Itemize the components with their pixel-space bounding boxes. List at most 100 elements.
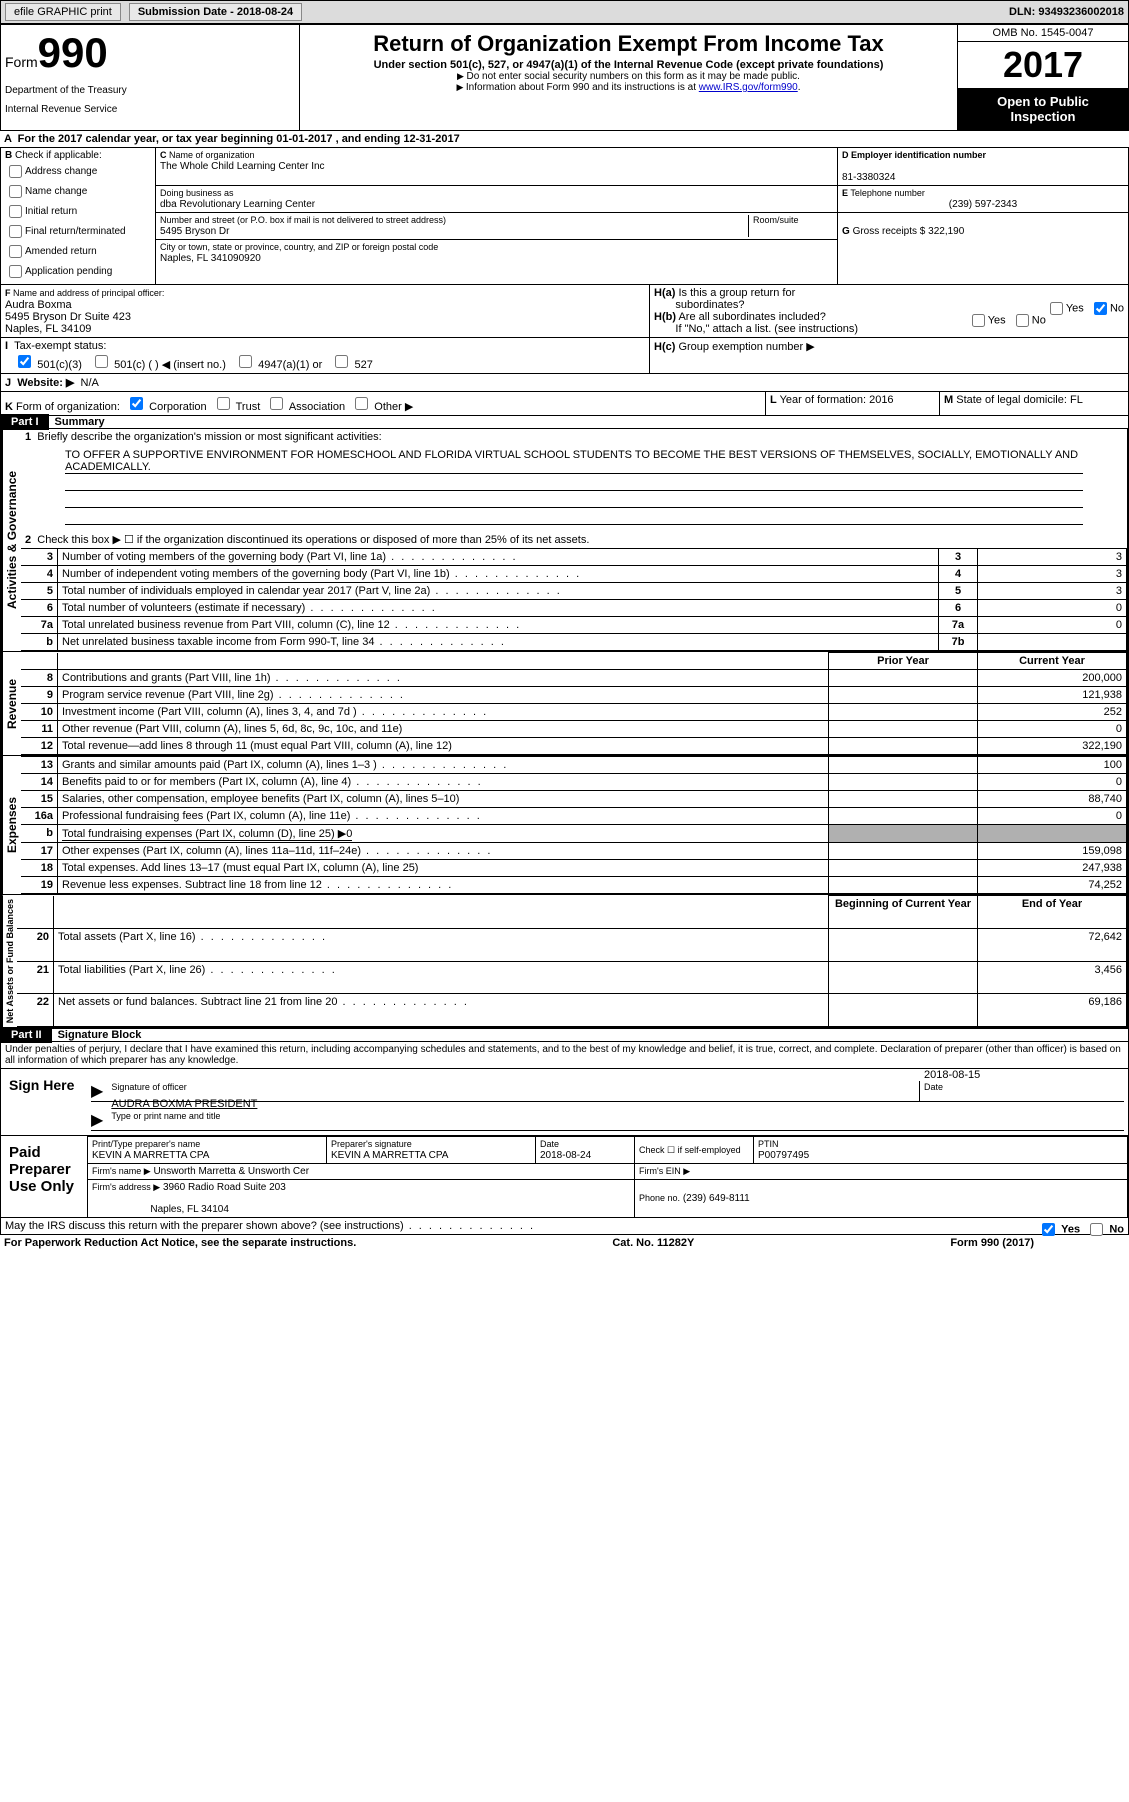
form-header: Form990 Department of the Treasury Inter…	[0, 24, 1129, 131]
efile-header: efile GRAPHIC print Submission Date - 20…	[0, 0, 1129, 24]
l1-label: Briefly describe the organization's miss…	[37, 431, 381, 443]
part2-title: Signature Block	[52, 1029, 142, 1041]
expenses-table: 13Grants and similar amounts paid (Part …	[21, 756, 1127, 894]
ha-yes[interactable]	[1050, 302, 1063, 315]
part2-header: Part II	[1, 1027, 52, 1043]
cb-assoc[interactable]	[270, 397, 283, 410]
preparer-name: KEVIN A MARRETTA CPA	[92, 1150, 209, 1161]
officer-label: Name and address of principal officer:	[13, 288, 164, 298]
omb-number: OMB No. 1545-0047	[958, 25, 1128, 42]
ha-no[interactable]	[1094, 302, 1107, 315]
website-label: Website: ▶	[17, 377, 74, 389]
activities-table: 3Number of voting members of the governi…	[21, 548, 1127, 651]
arrow-icon: ▶	[91, 1081, 103, 1101]
hb-note: If "No," attach a list. (see instruction…	[675, 323, 858, 335]
cb-initial-return[interactable]: Initial return	[5, 202, 151, 221]
date-label: Date	[924, 1082, 943, 1092]
footer-form: Form 990 (2017)	[950, 1237, 1034, 1249]
name-title-label: Type or print name and title	[111, 1111, 220, 1121]
note-ssn: Do not enter social security numbers on …	[304, 71, 953, 82]
mission-text: TO OFFER A SUPPORTIVE ENVIRONMENT FOR HO…	[65, 449, 1083, 474]
cb-amended[interactable]: Amended return	[5, 242, 151, 261]
cb-corp[interactable]	[130, 397, 143, 410]
section-activities: Activities & Governance	[2, 429, 21, 651]
cb-other[interactable]	[355, 397, 368, 410]
netassets-table: Beginning of Current YearEnd of Year 20T…	[17, 895, 1127, 1027]
cb-name-change[interactable]: Name change	[5, 182, 151, 201]
declaration: Under penalties of perjury, I declare th…	[1, 1042, 1128, 1068]
self-employed: Check ☐ if self-employed	[639, 1145, 741, 1155]
org-name: The Whole Child Learning Center Inc	[160, 161, 325, 172]
officer-name-title: AUDRA BOXMA PRESIDENT	[111, 1098, 1124, 1110]
firm-name: Unsworth Marretta & Unsworth Cer	[153, 1166, 309, 1177]
firm-ein-label: Firm's EIN ▶	[639, 1166, 690, 1176]
sign-here: Sign Here	[1, 1069, 87, 1135]
cb-501c3[interactable]	[18, 355, 31, 368]
hb-no[interactable]	[1016, 314, 1029, 327]
dln: DLN: 93493236002018	[1009, 6, 1124, 18]
form-org-label: Form of organization:	[16, 401, 120, 413]
ein-label: Employer identification number	[851, 150, 986, 160]
submission-date: Submission Date - 2018-08-24	[129, 3, 302, 21]
b-label: Check if applicable:	[15, 150, 102, 161]
telephone: (239) 597-2343	[842, 199, 1124, 210]
year-formation: 2016	[869, 394, 893, 406]
arrow-icon: ▶	[91, 1110, 103, 1130]
section-revenue: Revenue	[2, 652, 21, 755]
cb-4947[interactable]	[239, 355, 252, 368]
tax-year-range: For the 2017 calendar year, or tax year …	[18, 133, 460, 145]
dba-label: Doing business as	[160, 188, 234, 198]
street-address: 5495 Bryson Dr	[160, 226, 229, 237]
officer-name: Audra Boxma	[5, 299, 72, 311]
note-info: Information about Form 990 and its instr…	[466, 82, 699, 93]
cb-trust[interactable]	[217, 397, 230, 410]
irs-link[interactable]: www.IRS.gov/form990	[699, 82, 798, 93]
l2-label: Check this box ▶ ☐ if the organization d…	[37, 534, 589, 546]
footer-catno: Cat. No. 11282Y	[612, 1237, 694, 1249]
section-a: A For the 2017 calendar year, or tax yea…	[0, 131, 1129, 148]
revenue-table: Prior YearCurrent Year 8Contributions an…	[21, 652, 1127, 755]
officer-addr2: Naples, FL 34109	[5, 323, 91, 335]
officer-addr1: 5495 Bryson Dr Suite 423	[5, 311, 131, 323]
section-expenses: Expenses	[2, 756, 21, 894]
part1-header: Part I	[1, 414, 49, 430]
paid-preparer: Paid Preparer Use Only	[1, 1136, 87, 1217]
ein: 81-3380324	[842, 172, 895, 183]
state-domicile-label: State of legal domicile:	[956, 394, 1067, 406]
cb-application-pending[interactable]: Application pending	[5, 262, 151, 281]
website: N/A	[81, 377, 99, 389]
hc-label: Group exemption number ▶	[678, 341, 814, 353]
cb-501c[interactable]	[95, 355, 108, 368]
phone-label: Telephone number	[850, 188, 925, 198]
ha-label: Is this a group return for	[678, 287, 795, 299]
part1-title: Summary	[49, 416, 105, 428]
cb-527[interactable]	[335, 355, 348, 368]
tax-exempt-label: Tax-exempt status:	[14, 340, 106, 352]
gross-receipts: 322,190	[928, 226, 964, 237]
hb-label: Are all subordinates included?	[678, 311, 825, 323]
gross-receipts-label: Gross receipts $	[853, 226, 926, 237]
inspect-2: Inspection	[1010, 109, 1075, 124]
section-netassets: Net Assets or Fund Balances	[2, 895, 17, 1027]
room-label: Room/suite	[753, 215, 799, 225]
form-number: 990	[38, 29, 108, 76]
cb-address-change[interactable]: Address change	[5, 162, 151, 181]
ptin: P00797495	[758, 1150, 809, 1161]
form-title: Return of Organization Exempt From Incom…	[304, 31, 953, 57]
tax-year: 2017	[958, 42, 1128, 88]
preparer-sig: KEVIN A MARRETTA CPA	[331, 1150, 448, 1161]
form-label: Form	[5, 54, 38, 70]
discuss-no[interactable]	[1090, 1223, 1103, 1236]
discuss-yes[interactable]	[1042, 1223, 1055, 1236]
efile-label: efile GRAPHIC print	[5, 3, 121, 21]
hb-yes[interactable]	[972, 314, 985, 327]
addr-label: Number and street (or P.O. box if mail i…	[160, 215, 446, 225]
cb-final-return[interactable]: Final return/terminated	[5, 222, 151, 241]
city-state-zip: Naples, FL 341090920	[160, 253, 261, 264]
footer-paperwork: For Paperwork Reduction Act Notice, see …	[4, 1237, 356, 1249]
sig-officer-label: Signature of officer	[111, 1082, 186, 1092]
form-subtitle: Under section 501(c), 527, or 4947(a)(1)…	[304, 59, 953, 71]
dba: dba Revolutionary Learning Center	[160, 199, 315, 210]
inspect-1: Open to Public	[997, 94, 1089, 109]
year-formation-label: Year of formation:	[780, 394, 866, 406]
